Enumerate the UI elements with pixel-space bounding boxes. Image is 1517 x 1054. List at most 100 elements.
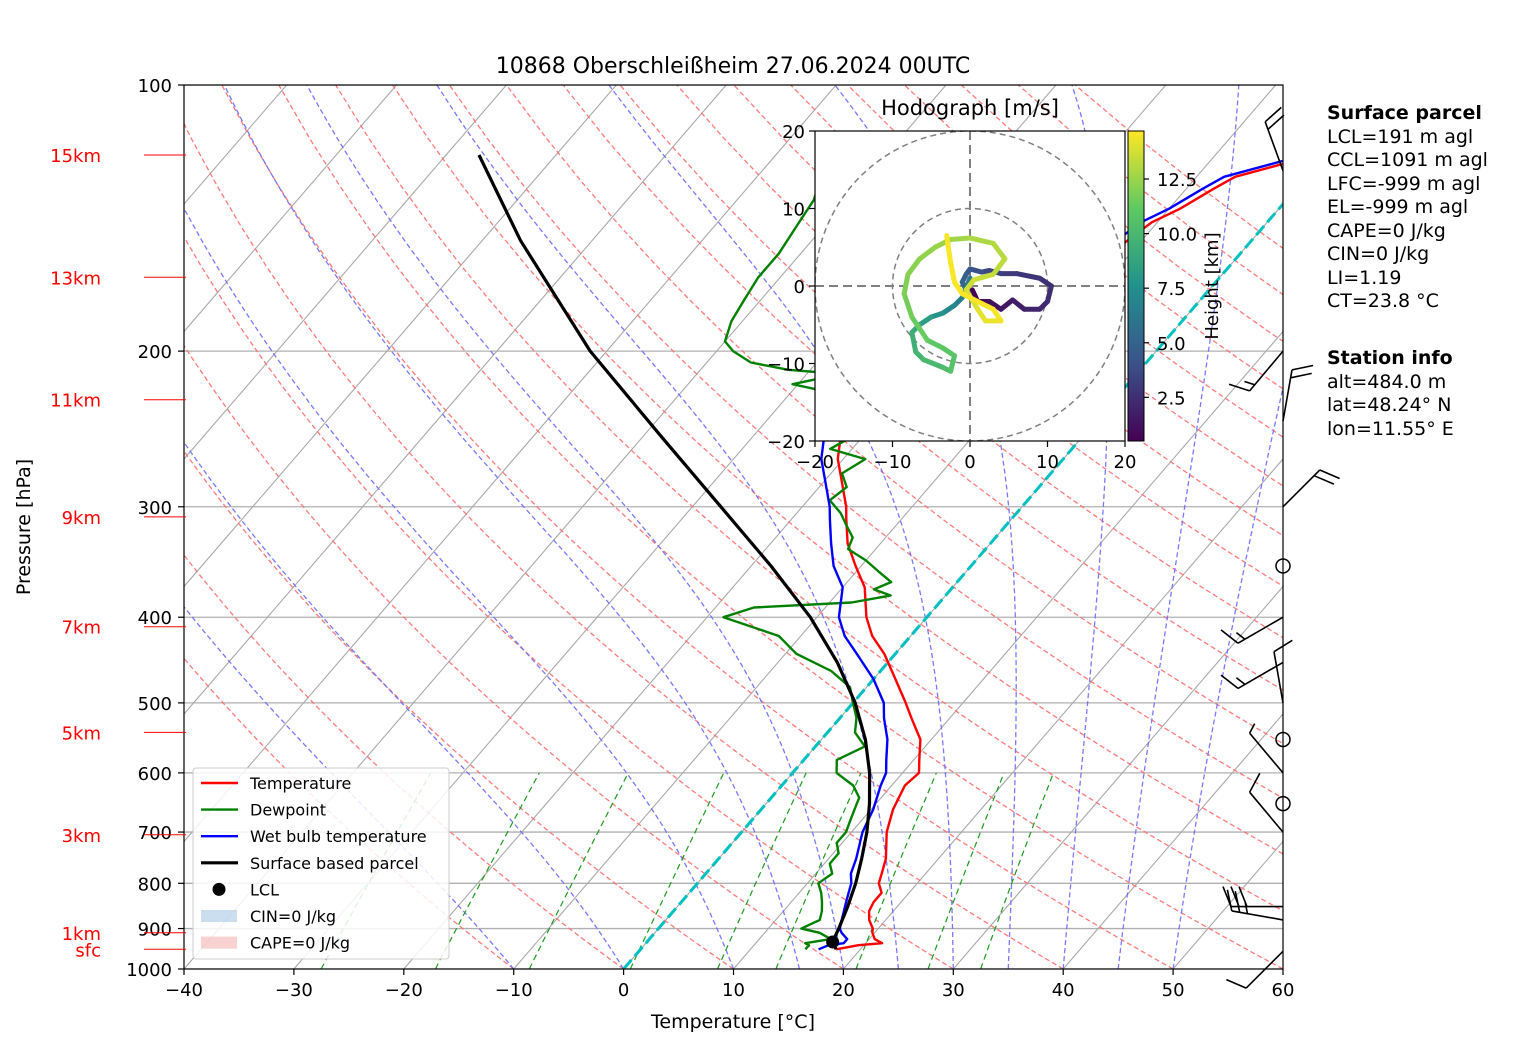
y-tick-label: 200 <box>138 342 172 363</box>
dry-adiabat <box>278 85 1283 969</box>
x-tick-label: −20 <box>385 980 423 1001</box>
surface-parcel-heading: Surface parcel <box>1327 102 1482 124</box>
legend-label: CIN=0 J/kg <box>250 907 336 926</box>
isotherm <box>184 85 617 588</box>
y-tick-label: 500 <box>138 694 172 715</box>
colorbar-tick-label: 12.5 <box>1157 170 1197 191</box>
lcl-marker <box>826 935 840 949</box>
hodograph-trace-segment <box>948 235 973 242</box>
isotherm <box>1062 713 1283 969</box>
station-info-heading: Station info <box>1327 347 1453 369</box>
colorbar-tick-label: 7.5 <box>1157 279 1186 300</box>
wind-barb-calm <box>1275 558 1291 574</box>
hodograph-trace-segment <box>917 244 938 262</box>
wind-barb <box>1282 364 1314 422</box>
mixing-ratio-line <box>775 772 862 969</box>
hodograph-trace-segment <box>905 256 923 277</box>
wind-barb-calm <box>1275 795 1291 812</box>
chart-title: 10868 Oberschleißheim 27.06.2024 00UTC <box>496 54 971 79</box>
hodograph-trace-segment <box>1045 283 1054 304</box>
hodograph-trace-segment <box>971 271 996 283</box>
hodograph-x-tick-label: 10 <box>1036 452 1059 473</box>
legend-box <box>192 767 450 960</box>
hodograph-y-tick-label: 10 <box>782 200 805 221</box>
hodograph-plot <box>815 131 1125 441</box>
parcel-line: EL=-999 m agl <box>1327 196 1469 218</box>
wind-barb <box>1282 469 1340 508</box>
legend-swatch-cape <box>201 936 237 949</box>
wind-barb-calm <box>1275 731 1291 748</box>
hodograph-trace-segment <box>921 357 946 370</box>
wind-barb <box>1226 889 1284 921</box>
legend-label: Temperature <box>249 774 351 793</box>
moist-adiabat <box>306 85 845 969</box>
dry-adiabat <box>335 85 1283 912</box>
y-tick-label: 100 <box>138 76 172 97</box>
wind-barb <box>1248 772 1284 833</box>
dewpoint-line <box>722 148 893 951</box>
hodograph-x-tick-label: 0 <box>964 452 975 473</box>
hodograph-trace-segment <box>967 235 996 246</box>
zero-degree-isotherm <box>622 201 1283 969</box>
moist-adiabat <box>184 441 625 969</box>
mixing-ratio-line <box>980 772 1055 969</box>
parcel-line: CCL=1091 m agl <box>1327 149 1488 171</box>
moist-adiabat <box>184 605 515 969</box>
y-tick-label: 600 <box>138 764 172 785</box>
hodograph-trace-segment <box>909 330 919 355</box>
moist-adiabat <box>184 206 735 969</box>
height-tick-label: 3km <box>62 826 101 847</box>
hodograph-trace-segment <box>1014 271 1043 281</box>
moist-adiabat <box>1117 85 1240 969</box>
wind-barb <box>1228 350 1284 392</box>
station-line: lat=48.24° N <box>1327 394 1452 416</box>
mixing-ratio-line <box>927 772 1005 969</box>
hodograph-trace-segment <box>924 337 946 351</box>
isotherm <box>184 85 507 460</box>
wind-barb <box>1226 950 1284 989</box>
y-tick-label: 900 <box>138 920 172 941</box>
lcl-marker-group <box>826 935 840 949</box>
x-tick-label: −30 <box>275 980 313 1001</box>
wind-barb <box>1220 616 1284 644</box>
wind-barb <box>1248 723 1284 774</box>
dry-adiabat <box>184 344 844 969</box>
hodograph-trace-segment <box>990 240 1008 262</box>
wind-barb <box>1220 661 1284 690</box>
dry-adiabat <box>184 450 734 969</box>
x-tick-label: 50 <box>1162 980 1185 1001</box>
y-tick-label: 800 <box>138 874 172 895</box>
x-axis-ticks: −40 −30 −20 −10 0 10 20 30 40 50 60 <box>165 969 1294 1001</box>
hodograph-trace-segment <box>901 271 911 297</box>
legend-label: Surface based parcel <box>250 854 419 873</box>
parcel-line <box>477 154 872 951</box>
hodograph-trace-segment <box>990 256 1008 277</box>
station-info-box: Station info alt=484.0 m lat=48.24° N lo… <box>1327 347 1454 441</box>
isotherm <box>842 458 1283 969</box>
hodograph-trace-segment <box>948 353 957 374</box>
hodograph-trace-segment <box>901 291 915 320</box>
moist-adiabat <box>436 85 900 969</box>
isotherm <box>184 85 727 715</box>
dry-adiabat <box>221 85 1174 969</box>
y-tick-label: 700 <box>138 823 172 844</box>
hodograph-trace-segment <box>959 291 981 304</box>
isotherm <box>184 85 837 843</box>
dry-adiabat <box>184 122 1064 969</box>
moist-adiabats <box>184 85 1283 969</box>
hodograph-x-tick-label: 20 <box>1114 452 1137 473</box>
mixing-ratio-line <box>716 772 807 969</box>
wind-barb <box>1222 886 1283 908</box>
x-tick-label: 0 <box>618 980 629 1001</box>
legend-label: LCL <box>250 880 279 899</box>
wind-barb <box>1273 639 1293 704</box>
station-line: alt=484.0 m <box>1327 370 1447 393</box>
moist-adiabat <box>223 85 801 969</box>
zero-isotherm-line <box>622 201 1283 969</box>
mixing-ratio-line <box>434 772 540 969</box>
x-tick-label: −40 <box>165 980 203 1001</box>
mixing-ratio-line <box>629 772 725 969</box>
isotherm <box>733 330 1283 969</box>
